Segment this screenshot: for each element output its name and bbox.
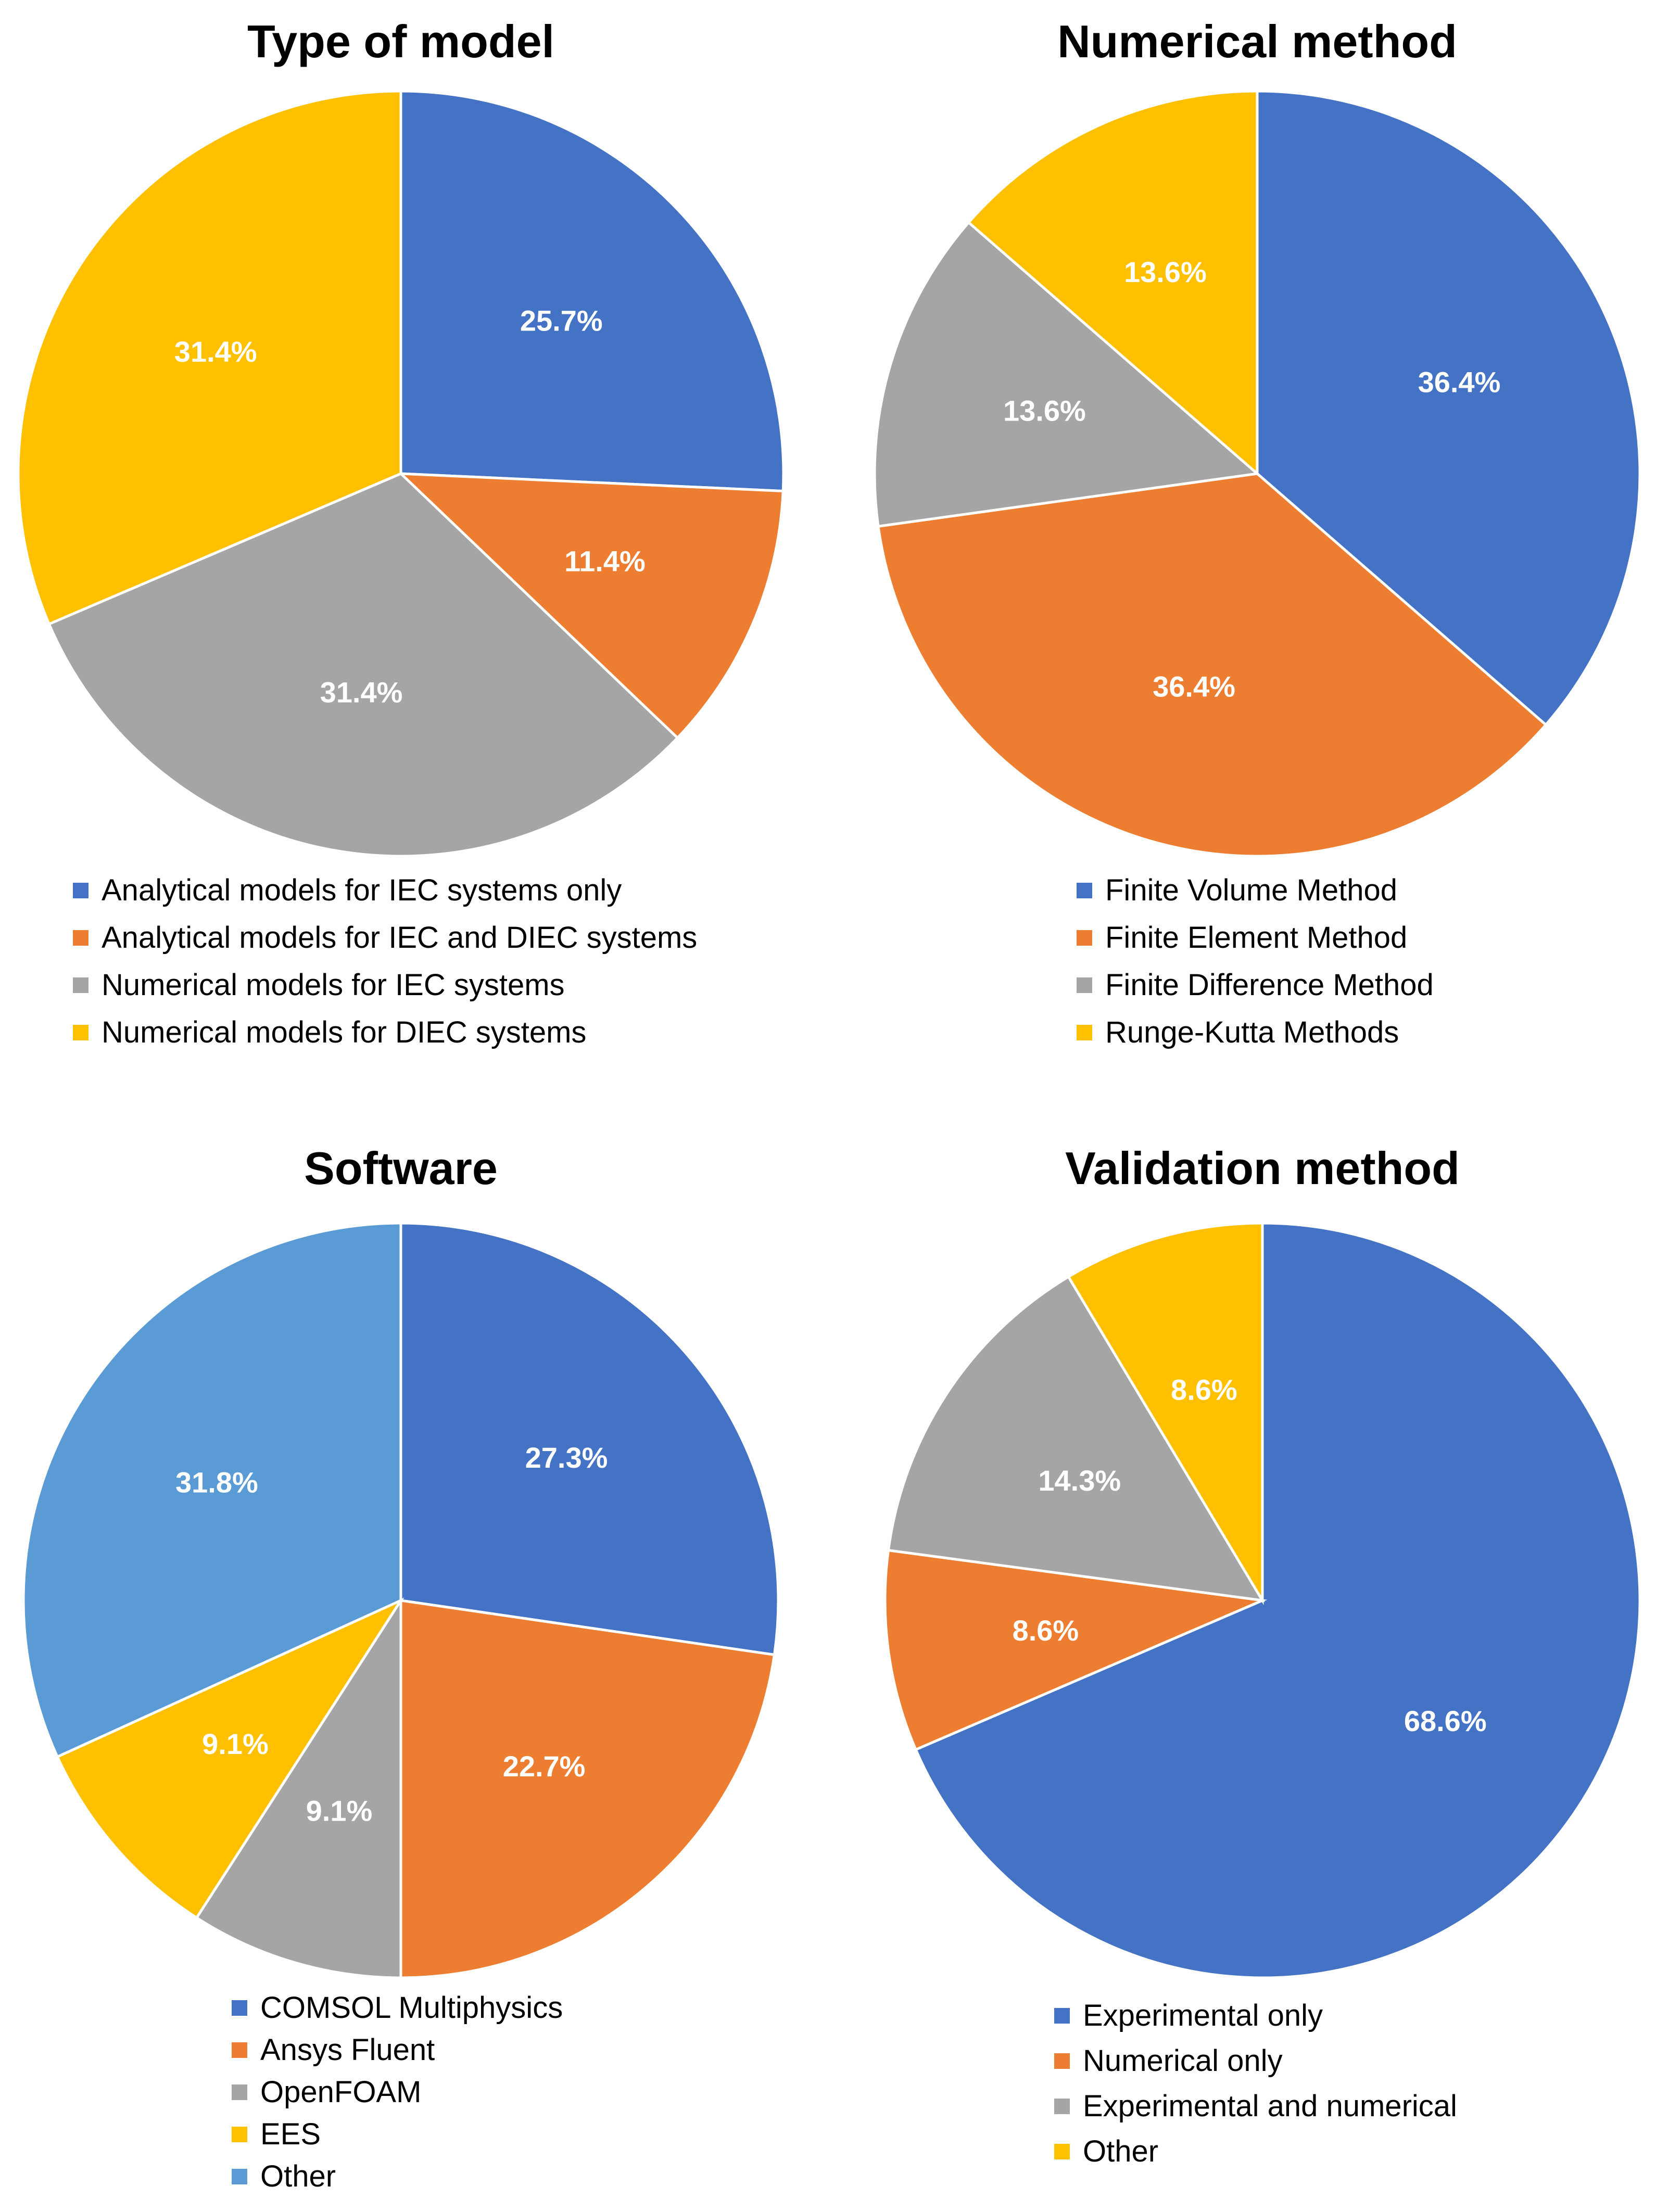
- pie-slice: [1256, 90, 1641, 727]
- legend-label: Numerical models for DIEC systems: [102, 1015, 586, 1049]
- pie-slice: [399, 90, 785, 493]
- legend-swatch: [1077, 930, 1092, 946]
- slice-data-label: 31.4%: [320, 676, 403, 708]
- slice-data-label: 9.1%: [202, 1727, 269, 1760]
- legend-label: Finite Volume Method: [1105, 873, 1397, 907]
- legend-label: Ansys Fluent: [260, 2033, 435, 2067]
- chart-title: Validation method: [1065, 1142, 1460, 1194]
- slice-data-label: 8.6%: [1171, 1374, 1237, 1406]
- legend-swatch: [1077, 883, 1092, 898]
- legend-label: Finite Element Method: [1105, 921, 1407, 955]
- pie-slice: [399, 1599, 776, 1979]
- pie-slice: [887, 1275, 1265, 1603]
- legend-swatch: [232, 2042, 247, 2058]
- slice-data-label: 9.1%: [306, 1794, 373, 1827]
- chart-title: Software: [304, 1142, 498, 1194]
- chart-title: Type of model: [247, 16, 554, 67]
- slice-data-label: 8.6%: [1013, 1614, 1079, 1647]
- slice-data-label: 68.6%: [1404, 1705, 1487, 1737]
- legend-swatch: [73, 930, 89, 946]
- pie-slice: [883, 1548, 1268, 1751]
- pie-slice: [22, 1222, 402, 1759]
- legend-swatch: [73, 1025, 89, 1040]
- slice-data-label: 36.4%: [1418, 365, 1501, 398]
- legend-swatch: [73, 977, 89, 993]
- pie-chart-1: Type of model 25.7% 11.4% 31.4% 31.4% Analyti…: [17, 16, 785, 1049]
- slice-data-label: 36.4%: [1153, 670, 1235, 703]
- pie-slice: [47, 472, 679, 858]
- pie-slice: [55, 1597, 404, 1920]
- pie-slice: [914, 1222, 1641, 1979]
- pie-slice: [877, 472, 1548, 858]
- pie-slice: [967, 90, 1259, 477]
- legend-swatch: [1077, 1025, 1092, 1040]
- slice-data-label: 31.4%: [174, 335, 257, 368]
- legend-swatch: [73, 883, 89, 898]
- slice-data-label: 31.8%: [175, 1466, 258, 1498]
- legend-swatch: [1077, 977, 1092, 993]
- legend-label: Numerical only: [1083, 2044, 1283, 2078]
- legend-swatch: [1054, 2008, 1070, 2024]
- legend-label: EES: [260, 2117, 321, 2151]
- pie-slice: [399, 1222, 780, 1657]
- slice-data-label: 27.3%: [525, 1441, 608, 1474]
- pie-slice: [397, 472, 785, 740]
- legend-label: Finite Difference Method: [1105, 968, 1434, 1002]
- pie-slice: [17, 90, 402, 626]
- pie-chart-3: Software 27.3% 22.7% 9.1% 9.1% 31.8% COMSOL Mu…: [22, 1142, 780, 2193]
- legend-label: Other: [260, 2159, 336, 2193]
- pie-chart-4: Validation method 68.6% 8.6% 14.3% 8.6% Exper…: [883, 1142, 1641, 2168]
- slice-data-label: 13.6%: [1124, 256, 1207, 288]
- legend-swatch: [232, 2169, 247, 2184]
- legend-label: Runge-Kutta Methods: [1105, 1015, 1399, 1049]
- legend-label: Experimental and numerical: [1083, 2089, 1457, 2123]
- legend-label: Numerical models for IEC systems: [102, 968, 565, 1002]
- legend-swatch: [232, 2000, 247, 2016]
- slice-data-label: 14.3%: [1038, 1464, 1121, 1497]
- pie-slice: [1066, 1222, 1264, 1606]
- legend-swatch: [1054, 2099, 1070, 2114]
- slice-data-label: 13.6%: [1003, 394, 1086, 427]
- pie-slice: [195, 1596, 402, 1979]
- pie-slice: [873, 220, 1260, 528]
- legend-label: COMSOL Multiphysics: [260, 1991, 563, 2025]
- slice-data-label: 11.4%: [564, 545, 646, 578]
- chart-title: Numerical method: [1057, 16, 1457, 67]
- pie-chart-2: Numerical method 36.4% 36.4% 13.6% 13.6% Fini…: [873, 16, 1641, 1049]
- slice-data-label: 22.7%: [503, 1750, 586, 1783]
- legend-swatch: [1054, 2053, 1070, 2069]
- slice-data-label: 25.7%: [520, 304, 603, 337]
- legend-swatch: [1054, 2144, 1070, 2159]
- legend-swatch: [232, 2084, 247, 2100]
- legend-swatch: [232, 2127, 247, 2142]
- legend-label: Analytical models for IEC systems only: [102, 873, 622, 907]
- legend-label: Analytical models for IEC and DIEC syste…: [102, 921, 697, 955]
- legend-label: Other: [1083, 2134, 1158, 2168]
- legend-label: Experimental only: [1083, 1999, 1323, 2032]
- legend-label: OpenFOAM: [260, 2075, 421, 2109]
